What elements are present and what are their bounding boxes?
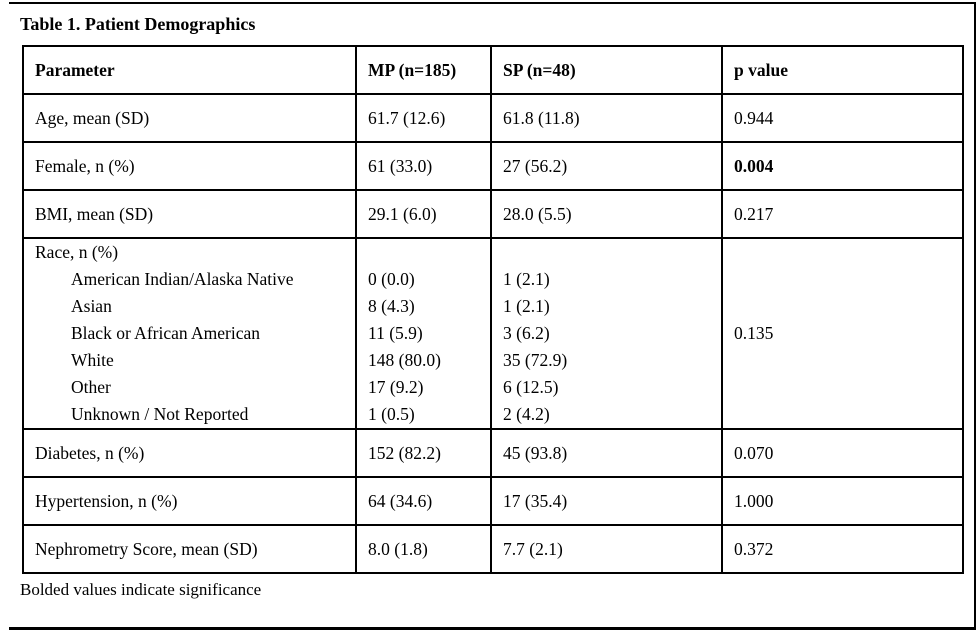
column-header-pvalue: p value [721,45,964,95]
race-subrow-sp: 2 (4.2) [503,404,550,424]
cell-sp-race: 1 (2.1) 1 (2.1) 3 (6.2) 35 (72.9) 6 (12.… [490,237,723,430]
cell-pvalue: 0.372 [721,524,964,574]
cell-parameter-race: Race, n (%) American Indian/Alaska Nativ… [22,237,357,430]
race-subrow-mp: 17 (9.2) [368,377,424,397]
table-row-female: Female, n (%) 61 (33.0) 27 (56.2) 0.004 [22,141,964,191]
cell-pvalue: 0.070 [721,428,964,478]
race-subrow-sp: 6 (12.5) [503,377,559,397]
cell-pvalue: 1.000 [721,476,964,526]
table-footnote: Bolded values indicate significance [20,580,262,599]
cell-parameter: Age, mean (SD) [22,93,357,143]
cell-sp: 7.7 (2.1) [490,524,723,574]
race-sp-spacer [503,240,717,266]
race-subrow-label: Other [71,377,111,397]
race-subrow-sp: 3 (6.2) [503,323,550,343]
patient-demographics-table: Parameter MP (n=185) SP (n=48) p value A… [22,45,964,574]
cell-sp: 28.0 (5.5) [490,189,723,239]
header-row: Parameter MP (n=185) SP (n=48) p value [22,45,964,95]
cell-mp: 8.0 (1.8) [355,524,492,574]
race-mp-spacer [368,240,486,266]
cell-mp: 152 (82.2) [355,428,492,478]
cell-parameter: Hypertension, n (%) [22,476,357,526]
table-row-diabetes: Diabetes, n (%) 152 (82.2) 45 (93.8) 0.0… [22,428,964,478]
race-subrow-mp: 8 (4.3) [368,296,415,316]
cell-pvalue-race: 0.135 [721,237,964,430]
race-subrow-mp: 11 (5.9) [368,323,423,343]
cell-mp: 61.7 (12.6) [355,93,492,143]
cell-mp: 61 (33.0) [355,141,492,191]
race-subrow-label: Black or African American [71,323,261,343]
race-subrow-label: Unknown / Not Reported [71,404,249,424]
cell-mp-race: 0 (0.0) 8 (4.3) 11 (5.9) 148 (80.0) 17 (… [355,237,492,430]
cell-parameter: Female, n (%) [22,141,357,191]
cell-sp: 17 (35.4) [490,476,723,526]
cell-pvalue: 0.944 [721,93,964,143]
race-subrow-label: White [71,350,114,370]
race-subrow-sp: 35 (72.9) [503,350,568,370]
cell-sp: 27 (56.2) [490,141,723,191]
cell-sp: 45 (93.8) [490,428,723,478]
race-group-label: Race, n (%) [35,242,119,262]
cell-parameter: Nephrometry Score, mean (SD) [22,524,357,574]
cell-parameter: Diabetes, n (%) [22,428,357,478]
race-subrow-mp: 148 (80.0) [368,350,441,370]
table-row-nephrometry: Nephrometry Score, mean (SD) 8.0 (1.8) 7… [22,524,964,574]
race-subrow-label: American Indian/Alaska Native [71,269,294,289]
cell-pvalue-significant: 0.004 [721,141,964,191]
column-header-mp: MP (n=185) [355,45,492,95]
table-row-bmi: BMI, mean (SD) 29.1 (6.0) 28.0 (5.5) 0.2… [22,189,964,239]
table-row-age: Age, mean (SD) 61.7 (12.6) 61.8 (11.8) 0… [22,93,964,143]
cell-mp: 29.1 (6.0) [355,189,492,239]
race-subrow-mp: 1 (0.5) [368,404,415,424]
race-subrow-sp: 1 (2.1) [503,296,550,316]
race-subrow-mp: 0 (0.0) [368,269,415,289]
cell-mp: 64 (34.6) [355,476,492,526]
table-row-race: Race, n (%) American Indian/Alaska Nativ… [22,237,964,430]
column-header-parameter: Parameter [22,45,357,95]
document-frame: Table 1. Patient Demographics Parameter … [9,2,976,630]
table-row-hypertension: Hypertension, n (%) 64 (34.6) 17 (35.4) … [22,476,964,526]
race-subrow-label: Asian [71,296,112,316]
table-title: Table 1. Patient Demographics [20,14,256,34]
race-pvalue: 0.135 [734,323,774,343]
cell-parameter: BMI, mean (SD) [22,189,357,239]
cell-pvalue: 0.217 [721,189,964,239]
column-header-sp: SP (n=48) [490,45,723,95]
race-subrow-sp: 1 (2.1) [503,269,550,289]
cell-sp: 61.8 (11.8) [490,93,723,143]
